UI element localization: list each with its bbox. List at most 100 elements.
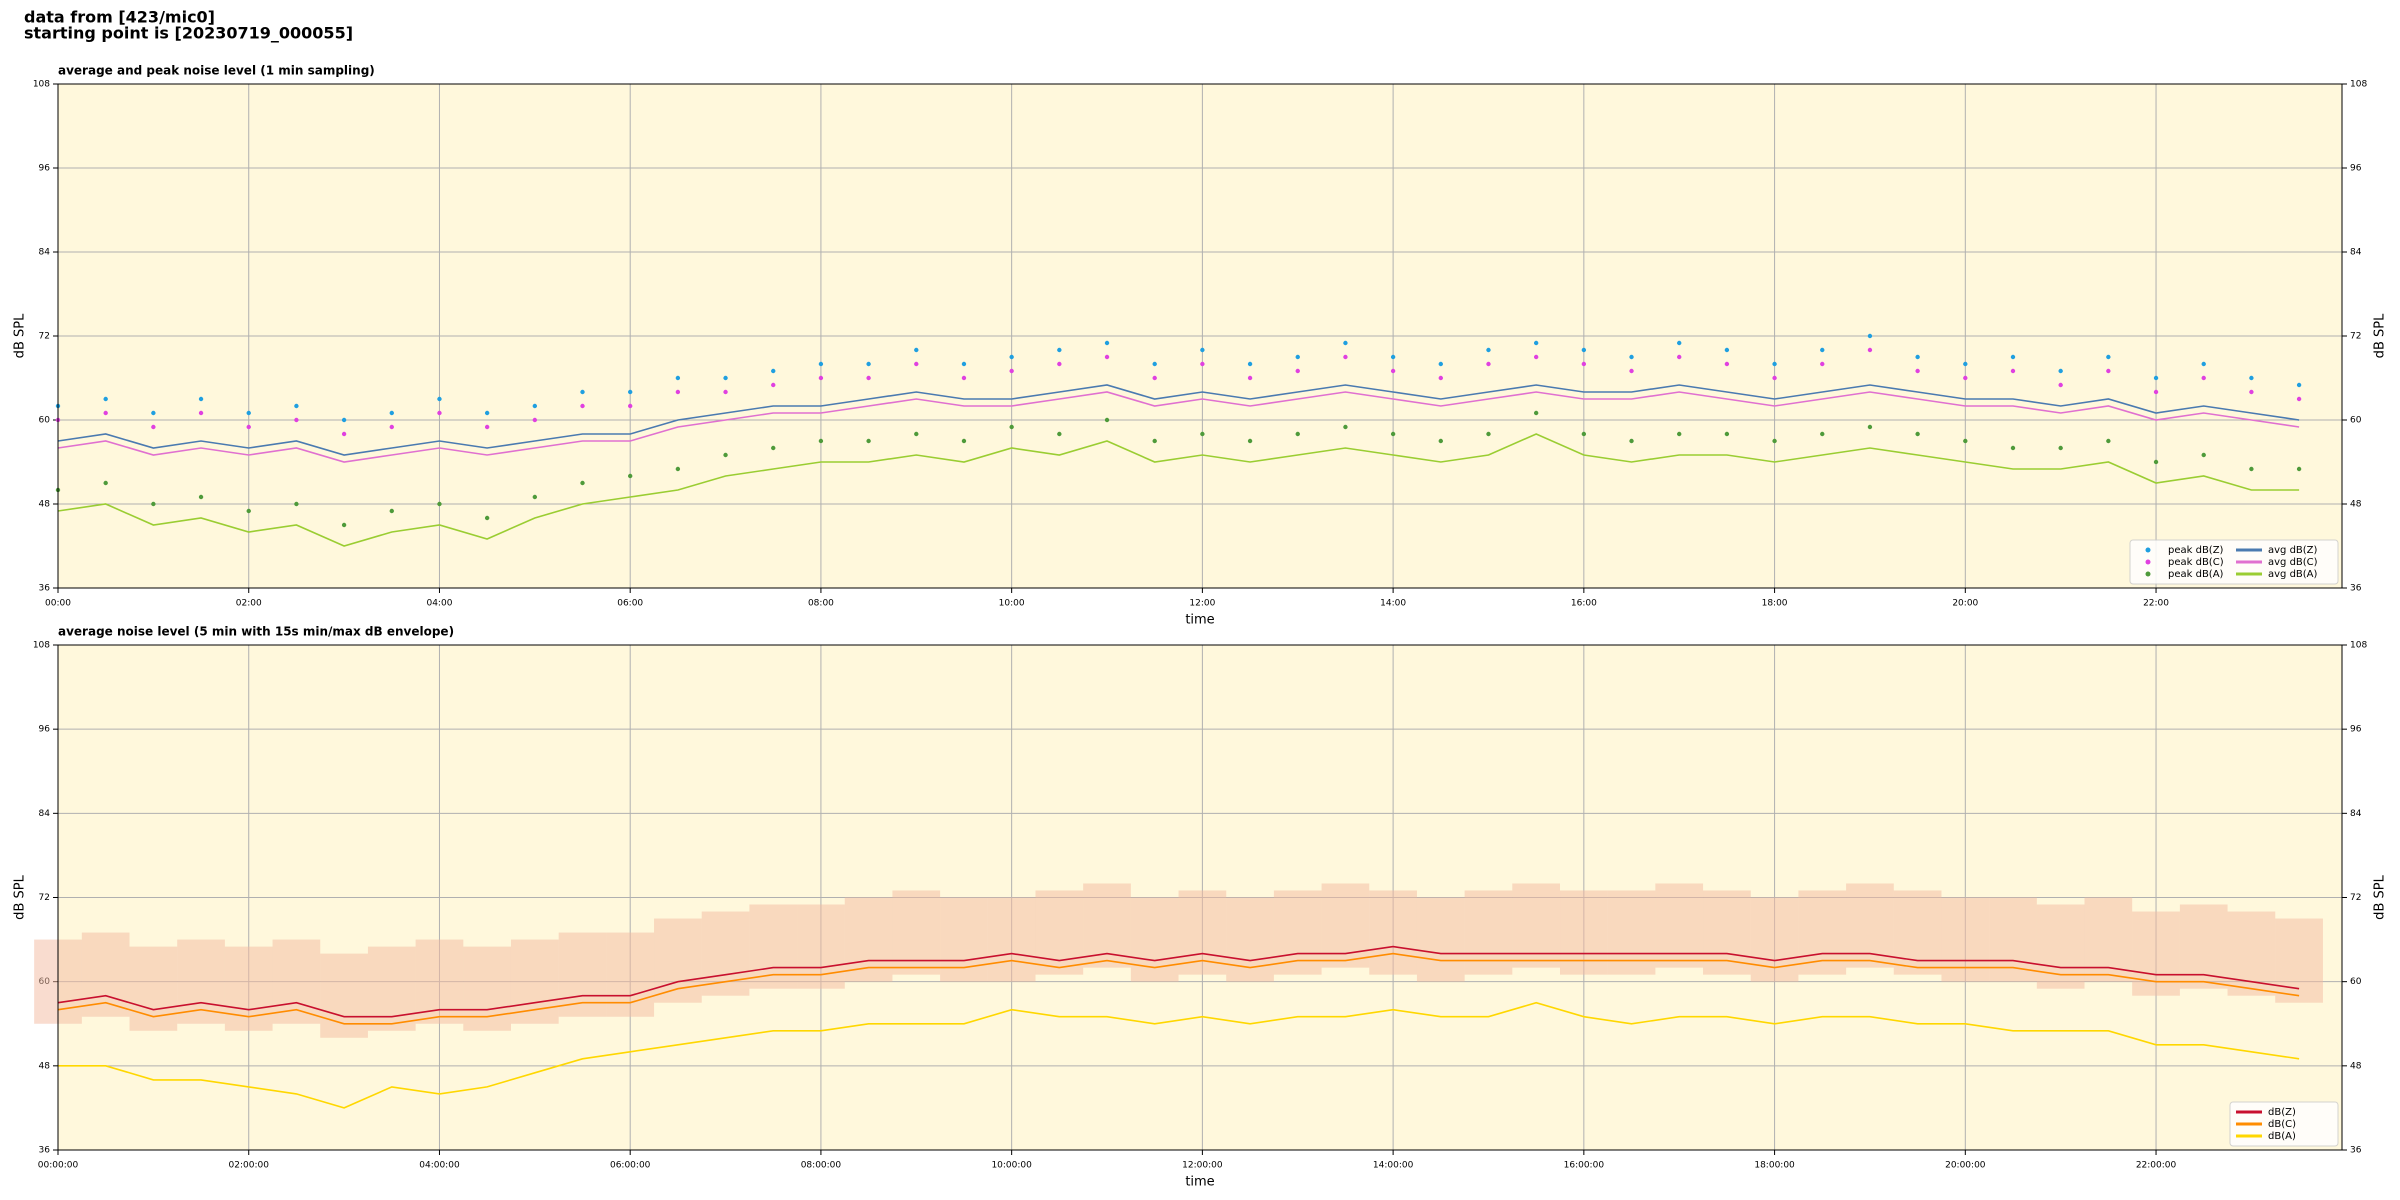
peak-point	[151, 424, 156, 430]
peak-point	[2106, 368, 2111, 374]
envelope-band	[1655, 883, 1704, 968]
peak-point	[1724, 361, 1730, 367]
y-tick-label: 72	[39, 893, 50, 903]
envelope-band	[987, 897, 1036, 982]
peak-point	[1724, 347, 1730, 353]
peak-point	[2058, 382, 2063, 388]
peak-point	[1581, 361, 1587, 367]
y-tick-label: 84	[39, 248, 51, 258]
envelope-band	[224, 946, 273, 1031]
peak-point	[1867, 333, 1873, 339]
peak-point	[103, 480, 108, 486]
peak-point	[437, 501, 442, 507]
y2-tick-label: 96	[2350, 164, 2362, 174]
y2-tick-label: 48	[2350, 1061, 2362, 1071]
y-tick-label: 36	[39, 1146, 51, 1156]
envelope-band	[2227, 911, 2276, 996]
peak-point	[2106, 354, 2111, 360]
peak-point	[1533, 340, 1539, 346]
x-tick-label: 12:00	[1189, 599, 1215, 609]
peak-point	[1915, 431, 1920, 437]
envelope-band	[1560, 890, 1608, 975]
x-tick-label: 12:00:00	[1182, 1161, 1223, 1171]
peak-point	[532, 494, 538, 500]
peak-point	[1533, 410, 1539, 416]
peak-point	[198, 410, 204, 416]
envelope-band	[1989, 897, 2037, 982]
header-line: starting point is [20230719_000055]	[24, 24, 353, 43]
envelope-band	[1083, 883, 1131, 968]
peak-point	[866, 361, 871, 367]
peak-point	[2296, 466, 2302, 472]
peak-point	[1390, 354, 1396, 360]
peak-point	[1295, 431, 1300, 437]
x-tick-label: 22:00	[2143, 599, 2169, 609]
peak-point	[818, 438, 824, 444]
series-line	[57, 384, 2300, 456]
peak-point	[437, 410, 442, 416]
envelope-band	[510, 939, 559, 1024]
peak-point	[103, 396, 108, 402]
peak-point	[961, 361, 967, 367]
x-tick-label: 20:00:00	[1945, 1161, 1986, 1171]
x-axis-label: time	[1185, 1175, 1214, 1190]
peak-point	[675, 375, 681, 381]
peak-point	[341, 417, 347, 423]
peak-point	[2153, 375, 2159, 381]
x-tick-label: 18:00	[1762, 599, 1788, 609]
series-line	[57, 433, 2300, 547]
envelope-band	[2036, 904, 2085, 989]
peak-point	[1677, 431, 1682, 437]
peak-point	[627, 389, 633, 395]
y2-tick-label: 60	[2350, 977, 2362, 987]
peak-point	[484, 515, 490, 521]
y-tick-label: 48	[39, 1061, 51, 1071]
y2-tick-label: 108	[2350, 80, 2367, 90]
envelope-band	[415, 939, 464, 1024]
peak-point	[2153, 389, 2159, 395]
plot-frame	[57, 83, 2343, 589]
x-tick-label: 18:00:00	[1754, 1161, 1795, 1171]
y2-tick-label: 36	[2350, 1146, 2362, 1156]
peak-point	[1200, 431, 1205, 437]
legend-label: dB(C)	[2268, 1119, 2296, 1130]
peak-point	[246, 508, 251, 514]
peak-point	[1677, 340, 1682, 346]
peak-point	[484, 424, 490, 430]
y-tick-label: 36	[39, 584, 51, 594]
x-tick-label: 04:00:00	[419, 1161, 460, 1171]
peak-point	[1724, 431, 1730, 437]
envelope-band	[1464, 890, 1513, 975]
y2-tick-label: 108	[2350, 641, 2367, 651]
peak-point	[580, 403, 585, 409]
y-tick-label: 108	[33, 80, 50, 90]
peak-point	[1009, 368, 1014, 374]
legend-label: dB(A)	[2268, 1131, 2296, 1142]
peak-point	[1438, 375, 1443, 381]
peak-point	[961, 438, 967, 444]
peak-point	[1963, 375, 1968, 381]
envelope-band	[606, 932, 655, 1017]
peak-point	[1152, 438, 1157, 444]
peak-point	[723, 389, 728, 395]
peak-point	[1104, 417, 1110, 423]
peak-point	[1581, 347, 1587, 353]
envelope-band	[463, 946, 511, 1031]
x-tick-label: 16:00	[1571, 599, 1597, 609]
peak-point	[1820, 347, 1825, 353]
envelope-band	[320, 953, 368, 1038]
peak-point	[1915, 354, 1920, 360]
peak-point	[2201, 375, 2206, 381]
envelope-band	[701, 911, 750, 996]
peak-point	[341, 522, 347, 528]
peak-point	[1867, 347, 1873, 353]
envelope-band	[558, 932, 607, 1017]
series-line	[58, 1001, 2300, 1109]
peak-point	[1629, 354, 1634, 360]
peak-point	[580, 389, 585, 395]
legend-label: peak dB(C)	[2168, 557, 2224, 568]
legend-label: avg dB(Z)	[2268, 545, 2318, 556]
envelope-band	[1703, 890, 1751, 975]
peak-point	[1581, 431, 1587, 437]
y-tick-label: 72	[39, 332, 50, 342]
